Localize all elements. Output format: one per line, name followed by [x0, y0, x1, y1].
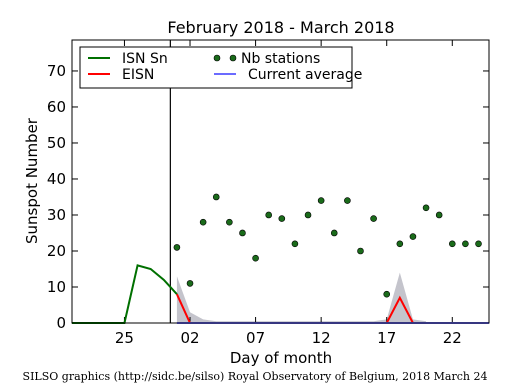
station-dot [396, 240, 404, 248]
station-dot [344, 197, 351, 204]
station-dot [409, 233, 417, 240]
y-tick-label: 60 [47, 98, 66, 116]
y-tick-label: 30 [47, 206, 66, 224]
y-tick-label: 0 [56, 314, 66, 332]
legend-label: Current average [248, 67, 362, 83]
y-axis-label: Sunspot Number [23, 117, 41, 244]
error-band [176, 272, 427, 323]
y-tick-label: 40 [47, 170, 66, 188]
x-tick-label: 17 [377, 329, 396, 347]
y-tick-label: 10 [47, 278, 66, 296]
x-tick-label: 12 [312, 329, 331, 347]
station-dot [199, 218, 207, 226]
station-dot [357, 247, 364, 255]
station-dot [265, 211, 272, 219]
station-dot [226, 218, 233, 226]
station-dot [186, 280, 194, 287]
station-dot [370, 215, 377, 222]
station-dot [291, 240, 299, 248]
series-line [72, 264, 178, 324]
plot-frame [71, 39, 490, 324]
station-dot [383, 290, 391, 298]
legend-label: Nb stations [241, 51, 320, 67]
station-dot [435, 211, 443, 219]
legend-label: EISN [122, 67, 154, 83]
y-tick-label: 20 [47, 242, 66, 260]
station-dot [278, 215, 286, 222]
station-dot [212, 193, 220, 201]
x-tick-label: 07 [246, 329, 265, 347]
x-tick-label: 02 [180, 329, 199, 347]
chart-title: February 2018 - March 2018 [167, 18, 394, 37]
y-tick-label: 50 [47, 134, 66, 152]
y-tick-label: 70 [47, 62, 66, 80]
station-dot [448, 240, 456, 248]
x-tick-label: 25 [115, 329, 134, 347]
legend-label: ISN Sn [122, 51, 168, 67]
station-dot [462, 240, 469, 248]
legend-dot [229, 54, 237, 62]
station-dot [239, 229, 246, 237]
series-line [175, 293, 479, 324]
station-dot [304, 211, 312, 219]
legend-box [79, 46, 353, 89]
station-dot [252, 254, 259, 262]
legend-dot [213, 54, 221, 62]
station-dot [475, 240, 482, 248]
station-dot [330, 229, 338, 237]
station-dot [173, 244, 181, 251]
x-tick-label: 22 [443, 329, 462, 347]
station-dot [317, 197, 325, 204]
x-axis-label: Day of month [230, 349, 332, 367]
footer: SILSO graphics (http://sidc.be/silso) Ro… [23, 370, 488, 383]
station-dot [422, 204, 430, 212]
